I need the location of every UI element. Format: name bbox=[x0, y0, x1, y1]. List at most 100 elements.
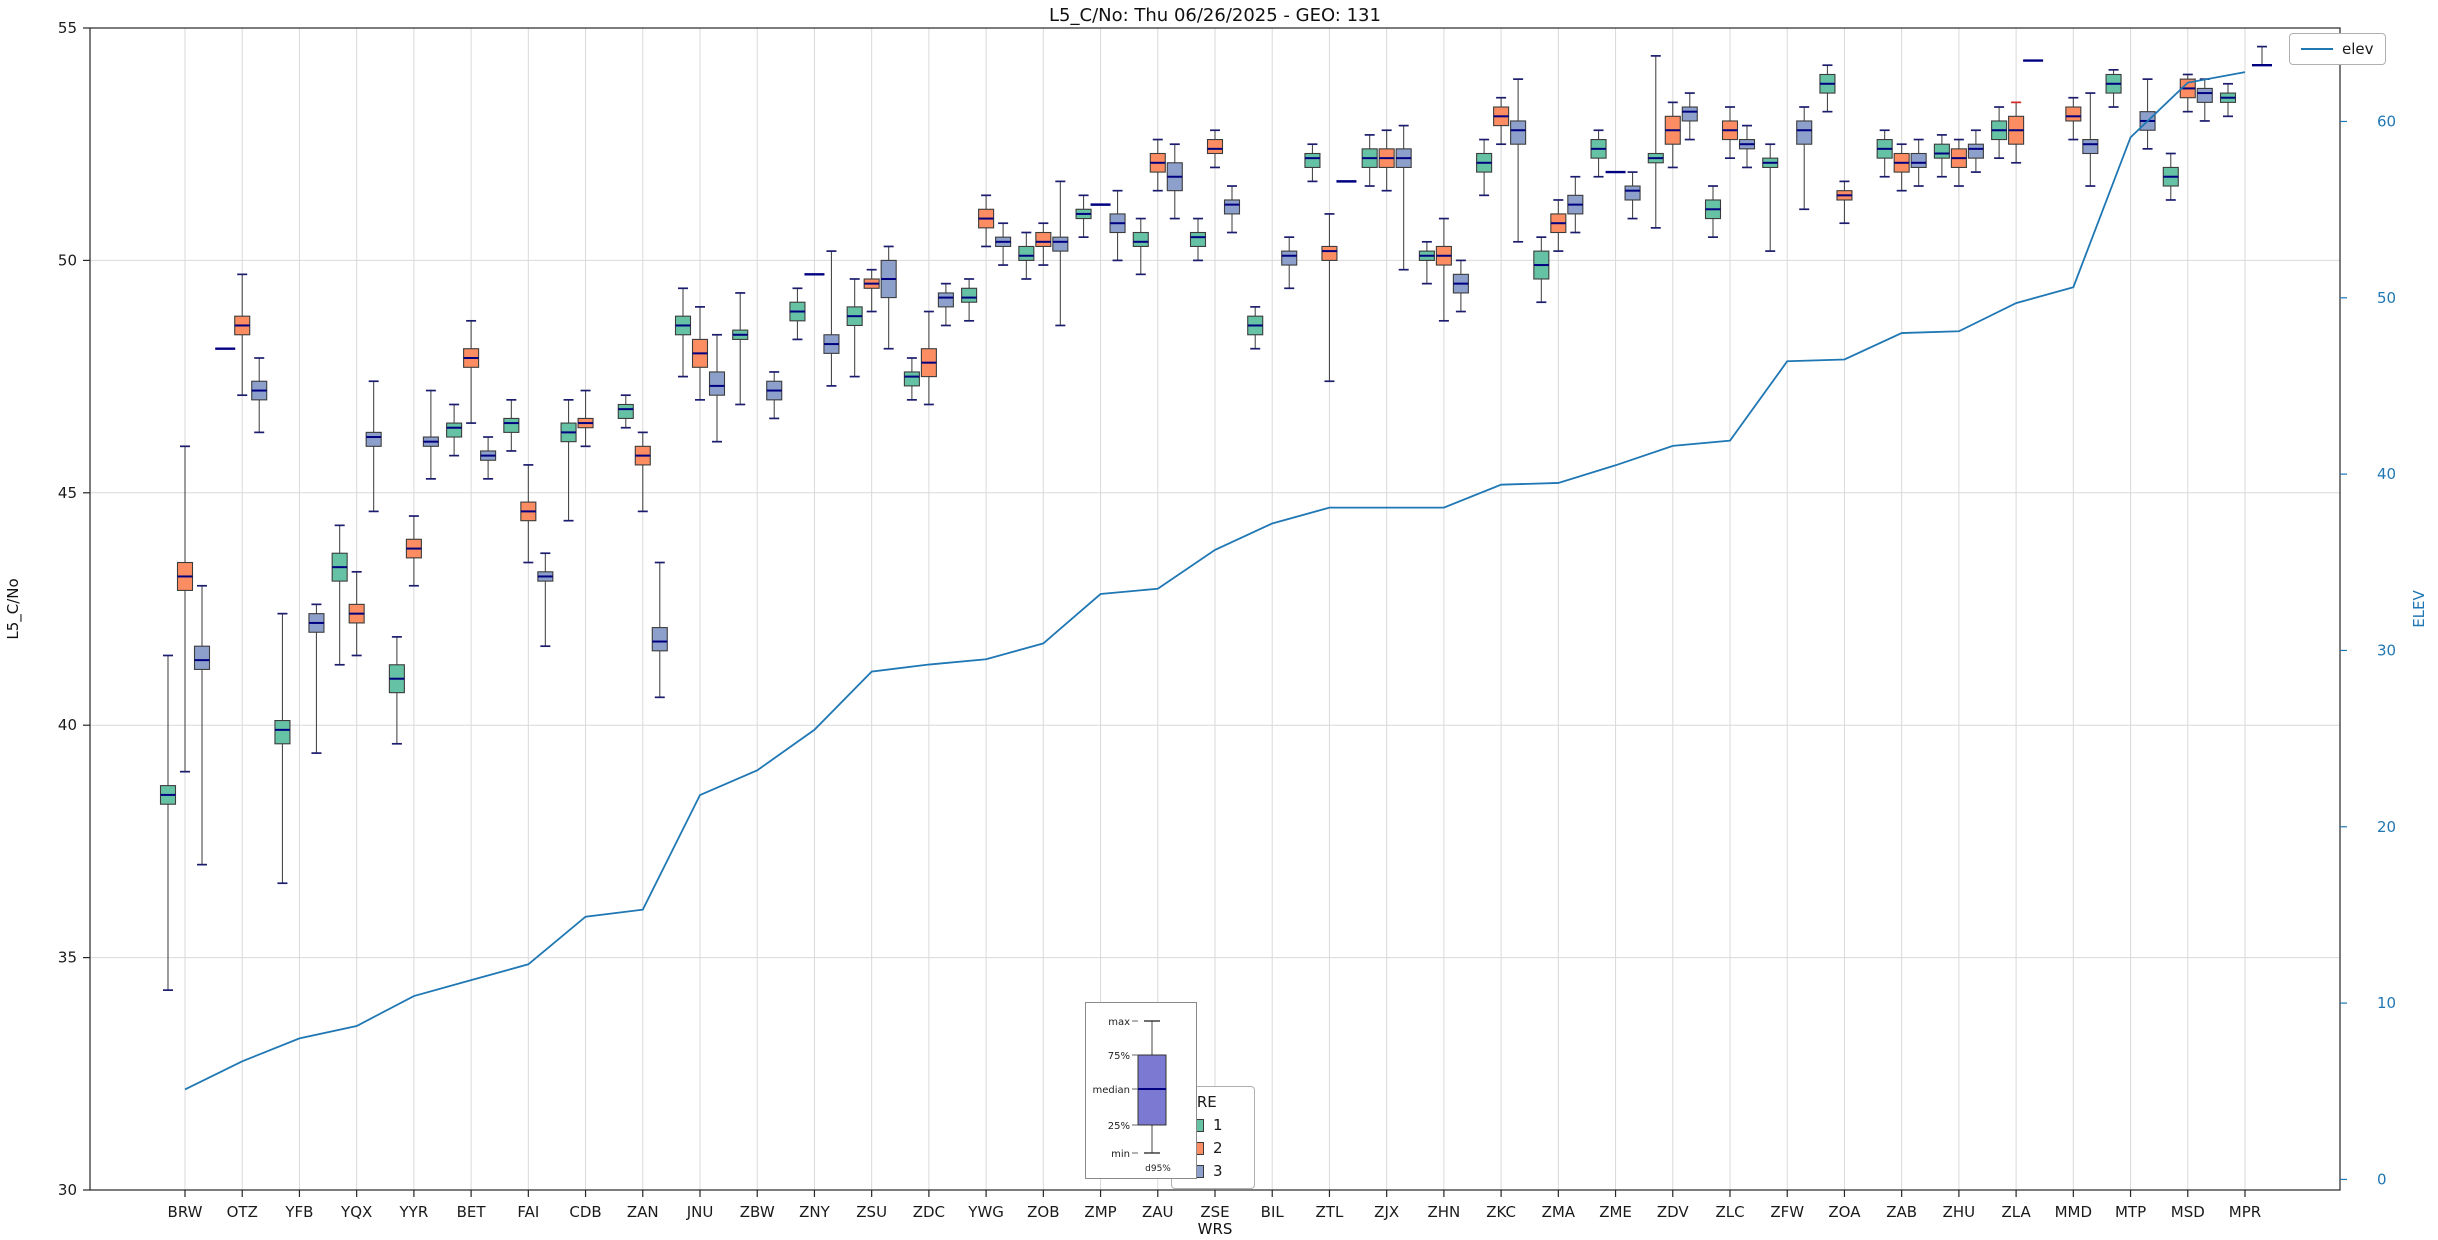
svg-text:60: 60 bbox=[2377, 112, 2396, 130]
elev-legend: elev bbox=[2289, 33, 2386, 65]
box bbox=[708, 371, 726, 396]
boxplot-key-graphic: max 75% median 25% min d95% bbox=[1093, 1017, 1172, 1174]
svg-text:BRW: BRW bbox=[168, 1203, 203, 1221]
svg-text:10: 10 bbox=[2377, 994, 2396, 1012]
svg-text:ZHU: ZHU bbox=[1943, 1203, 1976, 1221]
y-axis-label-right: ELEV bbox=[2410, 589, 2428, 627]
key-whisker-label: d95% bbox=[1145, 1164, 1171, 1174]
svg-text:YYR: YYR bbox=[399, 1203, 429, 1221]
box bbox=[1681, 106, 1698, 122]
svg-text:ZTL: ZTL bbox=[1316, 1203, 1344, 1221]
svg-text:ZSU: ZSU bbox=[856, 1203, 887, 1221]
y-axis-label-left: L5_C/No bbox=[4, 578, 23, 639]
svg-text:MTP: MTP bbox=[2115, 1203, 2146, 1221]
svg-text:40: 40 bbox=[58, 716, 77, 734]
box bbox=[1035, 231, 1052, 248]
gridlines bbox=[90, 27, 2340, 1191]
svg-text:35: 35 bbox=[58, 949, 77, 967]
svg-text:0: 0 bbox=[2377, 1170, 2387, 1188]
elev-legend-label: elev bbox=[2342, 40, 2374, 58]
svg-text:30: 30 bbox=[58, 1181, 77, 1199]
x-axis-label: WRS bbox=[1198, 1220, 1233, 1238]
elev-line bbox=[184, 71, 2246, 1091]
elev-series bbox=[184, 71, 2246, 1091]
box bbox=[1018, 245, 1035, 261]
svg-text:BIL: BIL bbox=[1261, 1203, 1285, 1221]
key-median-label: median bbox=[1093, 1085, 1131, 1096]
box bbox=[1189, 231, 1207, 248]
box bbox=[193, 645, 211, 670]
wre-entry-label: 1 bbox=[1213, 1116, 1223, 1134]
svg-text:ZNY: ZNY bbox=[799, 1203, 830, 1221]
svg-text:ZLA: ZLA bbox=[2001, 1203, 2031, 1221]
svg-text:ZAB: ZAB bbox=[1886, 1203, 1917, 1221]
box bbox=[1910, 152, 1927, 168]
svg-text:ZFW: ZFW bbox=[1770, 1203, 1804, 1221]
svg-text:ZME: ZME bbox=[1599, 1203, 1632, 1221]
svg-text:ZKC: ZKC bbox=[1486, 1203, 1516, 1221]
box bbox=[1321, 245, 1338, 261]
svg-text:ZHN: ZHN bbox=[1427, 1203, 1460, 1221]
box bbox=[2082, 139, 2099, 155]
wre-entry-label: 3 bbox=[1213, 1162, 1223, 1180]
box bbox=[503, 417, 520, 433]
svg-text:20: 20 bbox=[2377, 818, 2396, 836]
box bbox=[1132, 231, 1149, 248]
box bbox=[937, 292, 954, 308]
key-min-label: min bbox=[1111, 1149, 1130, 1160]
svg-text:MSD: MSD bbox=[2171, 1203, 2205, 1221]
box bbox=[903, 371, 920, 387]
svg-text:45: 45 bbox=[58, 484, 77, 502]
key-q1-label: 25% bbox=[1108, 1121, 1130, 1132]
box bbox=[446, 422, 463, 438]
box bbox=[1796, 120, 1813, 145]
svg-text:ZBW: ZBW bbox=[740, 1203, 775, 1221]
svg-text:ZLC: ZLC bbox=[1715, 1203, 1744, 1221]
box bbox=[961, 287, 978, 303]
boxplots bbox=[159, 45, 2272, 991]
svg-text:JNU: JNU bbox=[686, 1203, 714, 1221]
box bbox=[1624, 185, 1641, 201]
boxplot-key-inset: max 75% median 25% min d95% bbox=[1085, 1002, 1197, 1179]
key-max-label: max bbox=[1108, 1017, 1130, 1028]
box bbox=[1304, 152, 1321, 168]
svg-text:ZOB: ZOB bbox=[1027, 1203, 1059, 1221]
box bbox=[2196, 87, 2213, 103]
chart-title: L5_C/No: Thu 06/26/2025 - GEO: 131 bbox=[1049, 5, 1381, 26]
box bbox=[617, 403, 634, 419]
box bbox=[1510, 120, 1527, 145]
box bbox=[1933, 143, 1950, 159]
box bbox=[1206, 139, 1224, 155]
svg-text:CDB: CDB bbox=[569, 1203, 601, 1221]
box bbox=[365, 431, 382, 447]
svg-text:ZDV: ZDV bbox=[1657, 1203, 1690, 1221]
svg-text:OTZ: OTZ bbox=[227, 1203, 258, 1221]
box bbox=[1967, 143, 1984, 159]
svg-text:55: 55 bbox=[58, 19, 77, 37]
svg-text:ZAU: ZAU bbox=[1142, 1203, 1174, 1221]
svg-text:YWG: YWG bbox=[967, 1203, 1004, 1221]
svg-text:MPR: MPR bbox=[2229, 1203, 2261, 1221]
tick-labels: 30 35 40 45 50 55 0 10 20 30 40 50 60 BRW OTZ YFB YQX YYR… bbox=[58, 19, 2396, 1221]
box bbox=[1052, 236, 1069, 252]
box bbox=[1223, 199, 1241, 215]
svg-text:ZSE: ZSE bbox=[1200, 1203, 1229, 1221]
key-q3-label: 75% bbox=[1108, 1051, 1130, 1062]
svg-text:ZOA: ZOA bbox=[1828, 1203, 1861, 1221]
svg-text:FAI: FAI bbox=[517, 1203, 539, 1221]
box bbox=[2065, 106, 2082, 122]
svg-text:50: 50 bbox=[58, 251, 77, 269]
svg-text:ZJX: ZJX bbox=[1374, 1203, 1399, 1221]
wre-entry-label: 2 bbox=[1213, 1139, 1223, 1157]
svg-text:40: 40 bbox=[2377, 465, 2396, 483]
box bbox=[1281, 250, 1298, 266]
svg-text:MMD: MMD bbox=[2055, 1203, 2092, 1221]
box bbox=[651, 627, 668, 652]
svg-text:ZMP: ZMP bbox=[1084, 1203, 1116, 1221]
svg-text:ZAN: ZAN bbox=[627, 1203, 659, 1221]
svg-text:BET: BET bbox=[457, 1203, 487, 1221]
svg-text:ZDC: ZDC bbox=[913, 1203, 945, 1221]
svg-text:30: 30 bbox=[2377, 641, 2396, 659]
